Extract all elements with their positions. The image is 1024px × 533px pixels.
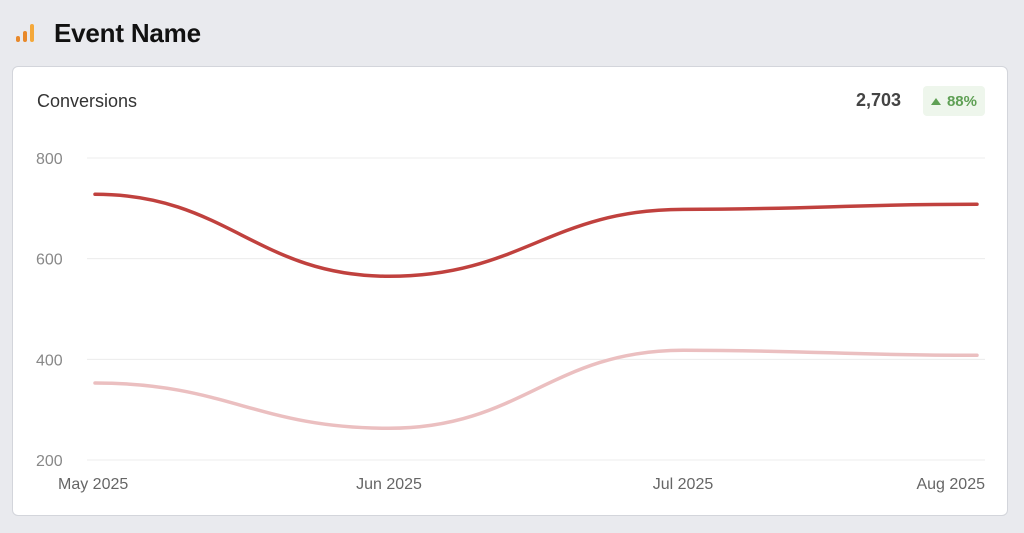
conversions-card: Conversions 2,703 88% bbox=[12, 66, 1008, 516]
y-tick-label: 800 bbox=[36, 151, 63, 168]
x-tick-label: Aug 2025 bbox=[916, 476, 985, 493]
change-percent: 88% bbox=[946, 92, 977, 110]
y-tick-label: 400 bbox=[36, 352, 63, 369]
x-tick-label: May 2025 bbox=[58, 476, 128, 493]
bar-chart-icon bbox=[16, 24, 34, 42]
arrow-up-icon bbox=[930, 97, 941, 105]
change-badge: 88% bbox=[922, 86, 985, 116]
page-header: Event Name bbox=[14, 16, 201, 50]
conversions-total: 2,703 bbox=[855, 90, 901, 110]
page-title: Event Name bbox=[54, 17, 201, 48]
series-line bbox=[93, 348, 979, 431]
series-line bbox=[93, 192, 979, 279]
x-tick-label: Jun 2025 bbox=[356, 476, 422, 493]
y-tick-label: 600 bbox=[36, 252, 63, 269]
x-tick-label: Jul 2025 bbox=[653, 476, 714, 493]
card-title: Conversions bbox=[37, 91, 138, 111]
y-tick-label: 200 bbox=[36, 453, 63, 470]
